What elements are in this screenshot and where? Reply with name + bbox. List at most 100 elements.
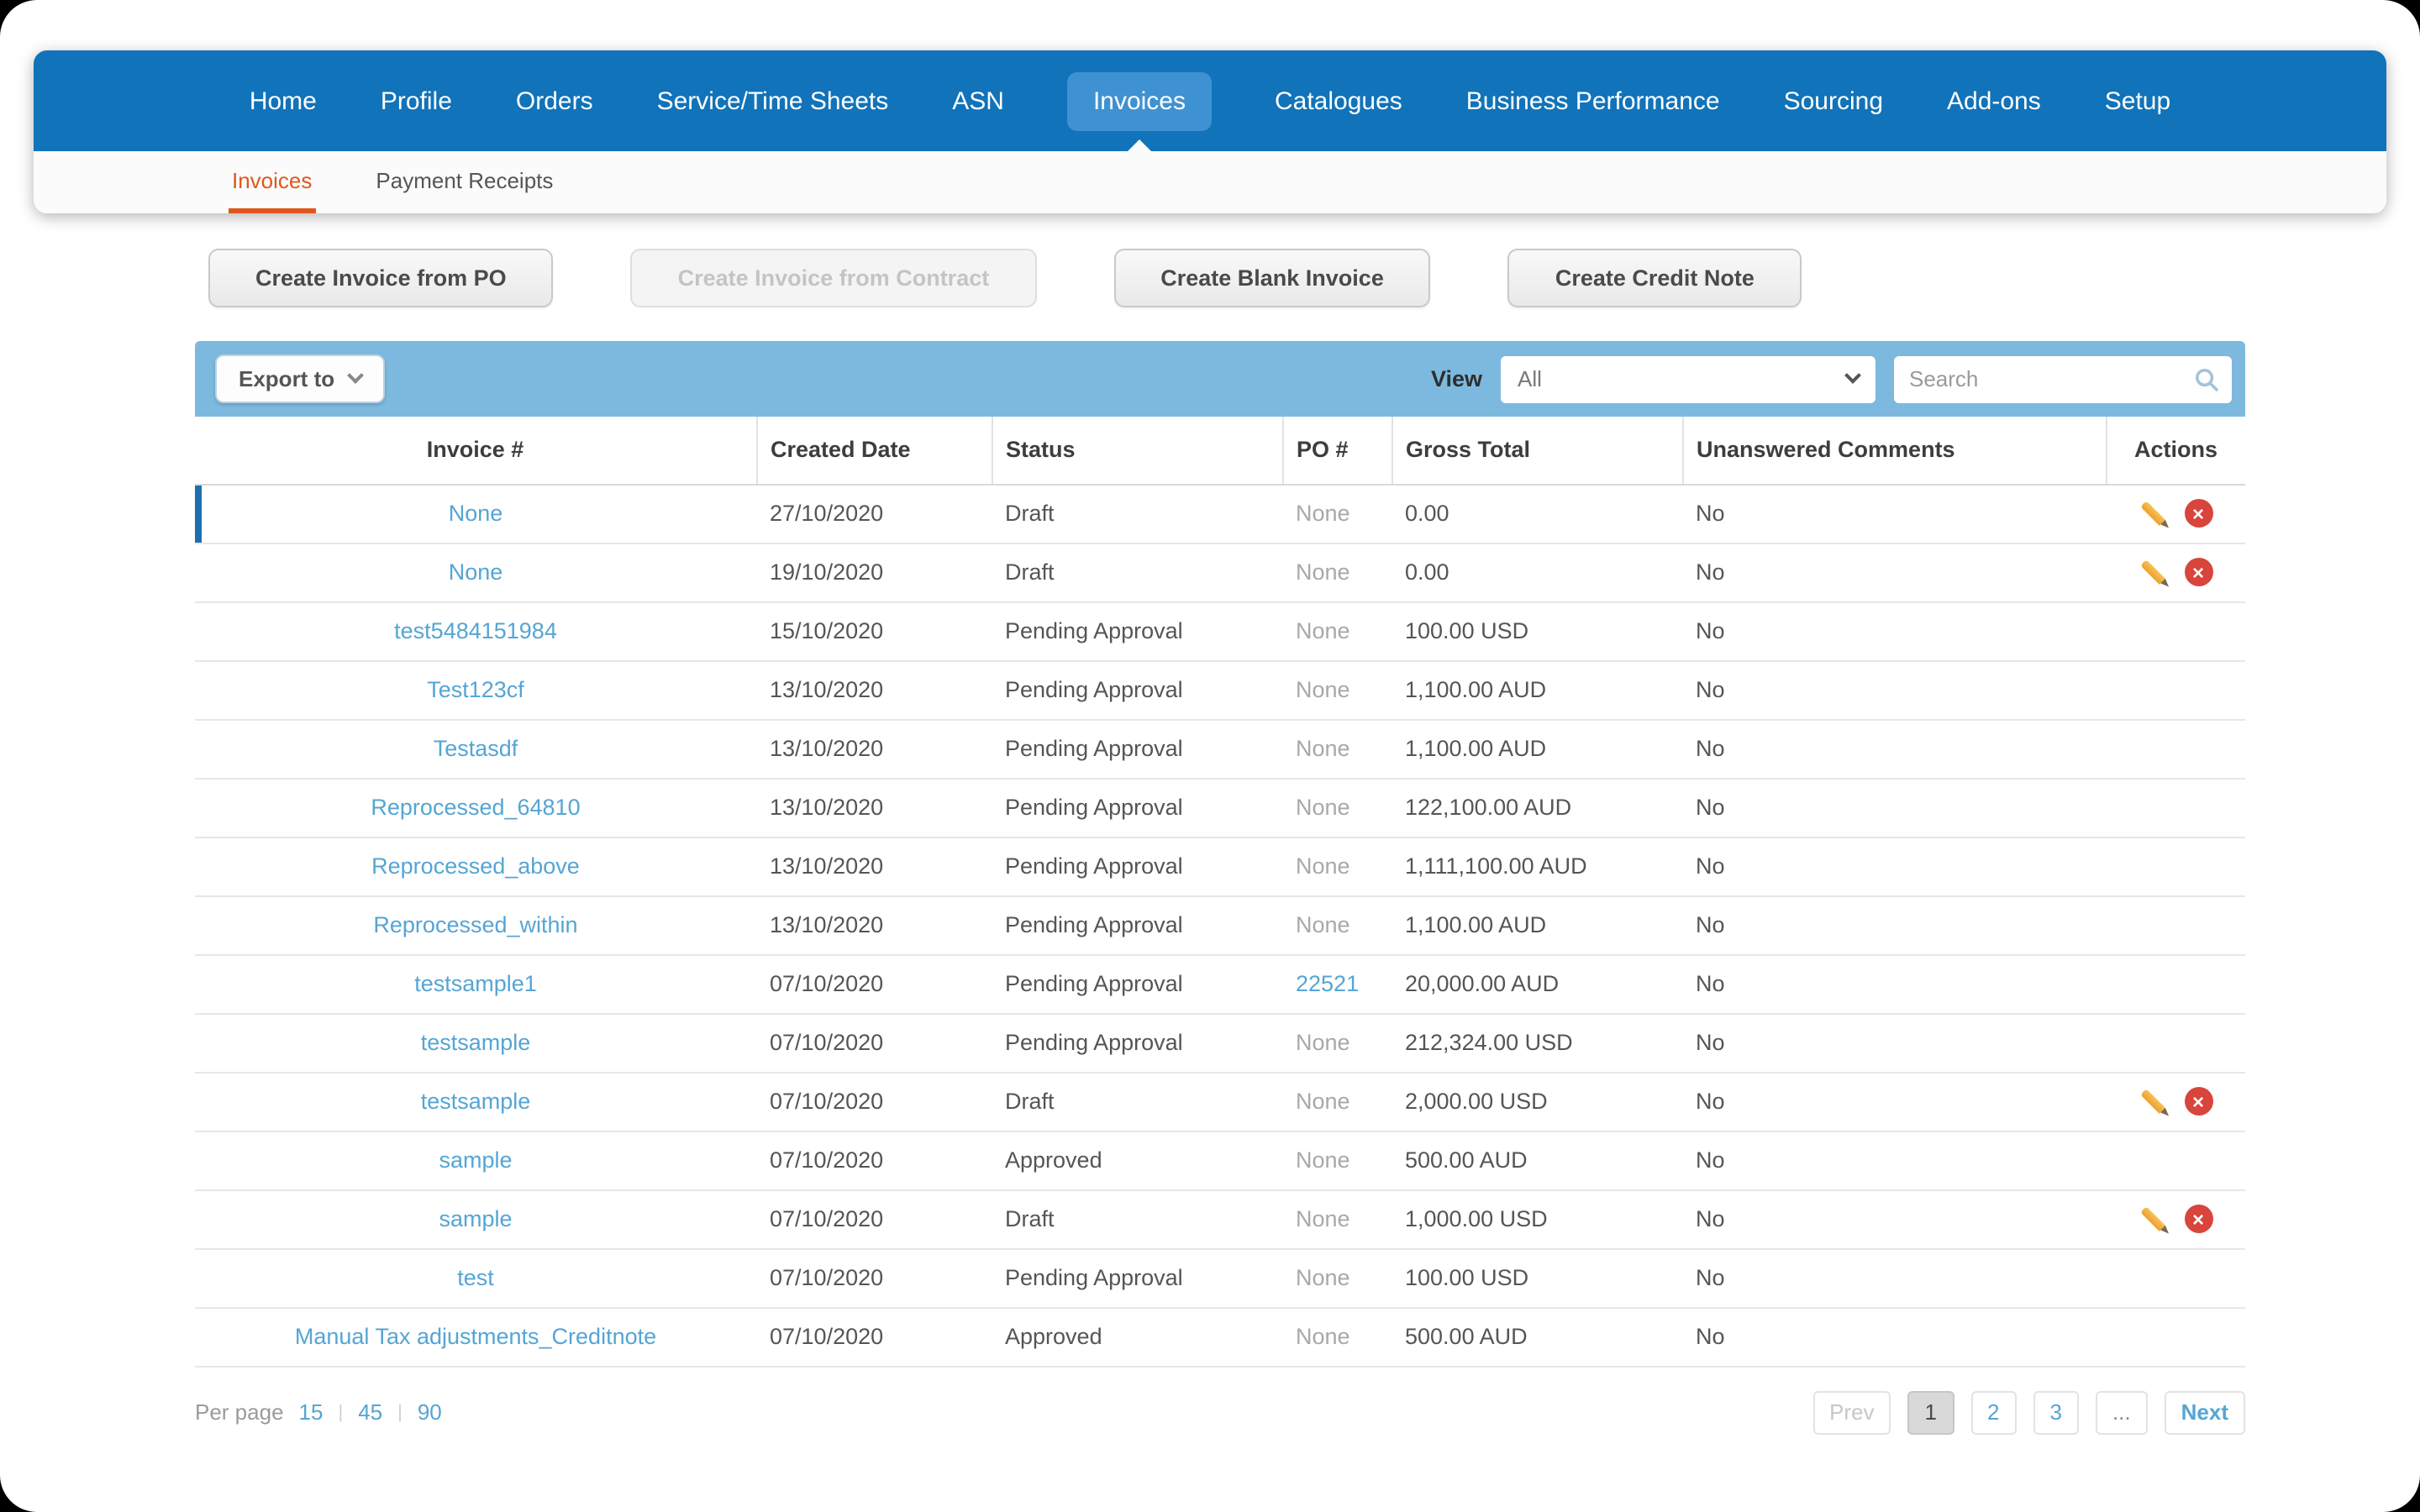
edit-pencil-icon[interactable] — [2139, 501, 2165, 526]
unanswered-comments-cell: No — [1682, 1248, 2106, 1308]
sub-nav-items: Invoices Payment Receipts — [229, 151, 556, 213]
search-icon[interactable] — [2193, 365, 2220, 392]
nav-item-home[interactable]: Home — [249, 87, 317, 115]
nav-item-catalogues[interactable]: Catalogues — [1275, 87, 1402, 115]
delete-icon[interactable]: × — [2184, 558, 2212, 586]
unanswered-comments-cell: No — [1682, 660, 2106, 720]
search-input[interactable] — [1909, 366, 2193, 391]
header: Home Profile Orders Service/Time Sheets ASN I… — [34, 50, 2386, 213]
actions-cell: × — [2106, 484, 2245, 543]
gross-total-cell: 100.00 USD — [1392, 601, 1682, 661]
unanswered-comments-cell: No — [1682, 1307, 2106, 1367]
nav-item-profile[interactable]: Profile — [380, 87, 452, 115]
invoice-link[interactable]: None — [448, 559, 503, 585]
gross-total-cell: 212,324.00 USD — [1392, 1013, 1682, 1073]
nav-item-asn[interactable]: ASN — [952, 87, 1004, 115]
nav-item-orders[interactable]: Orders — [515, 87, 593, 115]
actions-cell: × — [2106, 1189, 2245, 1249]
gross-total-cell: 2,000.00 USD — [1392, 1072, 1682, 1131]
invoice-cell: Testasdf — [195, 719, 756, 779]
gross-total-cell: 500.00 AUD — [1392, 1131, 1682, 1190]
invoice-row: testsample1 07/10/2020 Pending Approval 225… — [195, 954, 2245, 1014]
table-toolbar: Export to View All — [195, 341, 2245, 417]
edit-pencil-icon[interactable] — [2139, 1089, 2165, 1114]
po-link[interactable]: 22521 — [1296, 971, 1360, 996]
create-invoice-from-po-button[interactable]: Create Invoice from PO — [208, 249, 554, 307]
po-cell: None — [1282, 660, 1392, 720]
column-header-created-date: Created Date — [755, 417, 992, 485]
separator: | — [338, 1402, 344, 1422]
invoice-link[interactable]: Manual Tax adjustments_Creditnote — [294, 1324, 657, 1349]
create-blank-invoice-button[interactable]: Create Blank Invoice — [1113, 249, 1431, 307]
gross-total-cell: 0.00 — [1392, 543, 1682, 602]
page-3-button[interactable]: 3 — [2033, 1390, 2079, 1434]
delete-icon[interactable]: × — [2184, 499, 2212, 528]
export-button[interactable]: Export to — [215, 354, 386, 403]
status-cell: Pending Approval — [992, 837, 1282, 896]
invoice-link[interactable]: sample — [439, 1206, 513, 1231]
status-cell: Pending Approval — [992, 601, 1282, 661]
status-cell: Pending Approval — [992, 719, 1282, 779]
status-cell: Draft — [992, 1189, 1282, 1249]
created-date-cell: 13/10/2020 — [756, 895, 992, 955]
subnav-item-payment-receipts[interactable]: Payment Receipts — [376, 167, 554, 192]
invoice-row: testsample 07/10/2020 Pending Approval None… — [195, 1013, 2245, 1073]
unanswered-comments-cell: No — [1682, 1072, 2106, 1131]
search-box[interactable] — [1894, 355, 2232, 402]
invoice-cell: Manual Tax adjustments_Creditnote — [195, 1307, 756, 1367]
page-ellipsis-button[interactable]: ... — [2095, 1390, 2148, 1434]
unanswered-comments-cell: No — [1682, 778, 2106, 837]
per-page-15[interactable]: 15 — [298, 1399, 324, 1425]
per-page-45[interactable]: 45 — [358, 1399, 383, 1425]
po-value: None — [1296, 1147, 1350, 1173]
invoice-link[interactable]: Test123cf — [427, 677, 524, 702]
gross-total-cell: 1,000.00 USD — [1392, 1189, 1682, 1249]
nav-item-business-performance[interactable]: Business Performance — [1465, 87, 1720, 115]
invoice-link[interactable]: Reprocessed_64810 — [371, 795, 581, 820]
gross-total-cell: 1,100.00 AUD — [1392, 895, 1682, 955]
edit-pencil-icon[interactable] — [2139, 1206, 2165, 1231]
nav-item-add-ons[interactable]: Add-ons — [1947, 87, 2041, 115]
invoice-link[interactable]: Testasdf — [433, 736, 518, 761]
subnav-item-invoices[interactable]: Invoices — [229, 151, 316, 213]
invoice-cell: testsample — [195, 1013, 756, 1073]
nav-item-sourcing[interactable]: Sourcing — [1783, 87, 1883, 115]
nav-item-service-time-sheets[interactable]: Service/Time Sheets — [656, 87, 889, 115]
edit-pencil-icon[interactable] — [2139, 559, 2165, 585]
invoice-link[interactable]: test — [457, 1265, 494, 1290]
nav-item-setup[interactable]: Setup — [2104, 87, 2171, 115]
nav-item-invoices[interactable]: Invoices — [1067, 71, 1211, 130]
invoice-link[interactable]: sample — [439, 1147, 513, 1173]
delete-icon[interactable]: × — [2184, 1087, 2212, 1116]
view-select[interactable]: All — [1501, 355, 1876, 402]
per-page-90[interactable]: 90 — [417, 1399, 442, 1425]
invoice-link[interactable]: testsample — [420, 1030, 531, 1055]
invoice-link[interactable]: testsample1 — [414, 971, 537, 996]
table-header-row: Invoice # Created Date Status PO # Gross Tot… — [195, 417, 2245, 485]
invoice-link[interactable]: None — [448, 501, 503, 526]
column-header-unanswered-comments: Unanswered Comments — [1681, 417, 2106, 485]
create-credit-note-button[interactable]: Create Credit Note — [1507, 249, 1802, 307]
unanswered-comments-cell: No — [1682, 1013, 2106, 1073]
invoice-link[interactable]: testsample — [420, 1089, 531, 1114]
invoice-row: Testasdf 13/10/2020 Pending Approval None 1,… — [195, 719, 2245, 779]
invoice-cell: Reprocessed_above — [195, 837, 756, 896]
po-cell: None — [1282, 484, 1392, 543]
table-footer: Per page 15 | 45 | 90 Prev 1 2 3... Next — [195, 1390, 2245, 1434]
invoice-cell: test5484151984 — [195, 601, 756, 661]
actions-cell — [2106, 837, 2245, 896]
invoice-link[interactable]: Reprocessed_within — [373, 912, 578, 937]
page-2-button[interactable]: 2 — [1970, 1390, 2017, 1434]
po-value: None — [1296, 1206, 1350, 1231]
invoice-link[interactable]: test5484151984 — [394, 618, 557, 643]
delete-icon[interactable]: × — [2184, 1205, 2212, 1233]
invoice-link[interactable]: Reprocessed_above — [371, 853, 580, 879]
status-cell: Pending Approval — [992, 954, 1282, 1014]
po-cell: None — [1282, 1248, 1392, 1308]
actions-cell — [2106, 601, 2245, 661]
next-page-button[interactable]: Next — [2164, 1390, 2245, 1434]
invoice-cell: Reprocessed_64810 — [195, 778, 756, 837]
invoice-cell: testsample1 — [195, 954, 756, 1014]
gross-total-cell: 1,100.00 AUD — [1392, 660, 1682, 720]
po-cell: None — [1282, 601, 1392, 661]
